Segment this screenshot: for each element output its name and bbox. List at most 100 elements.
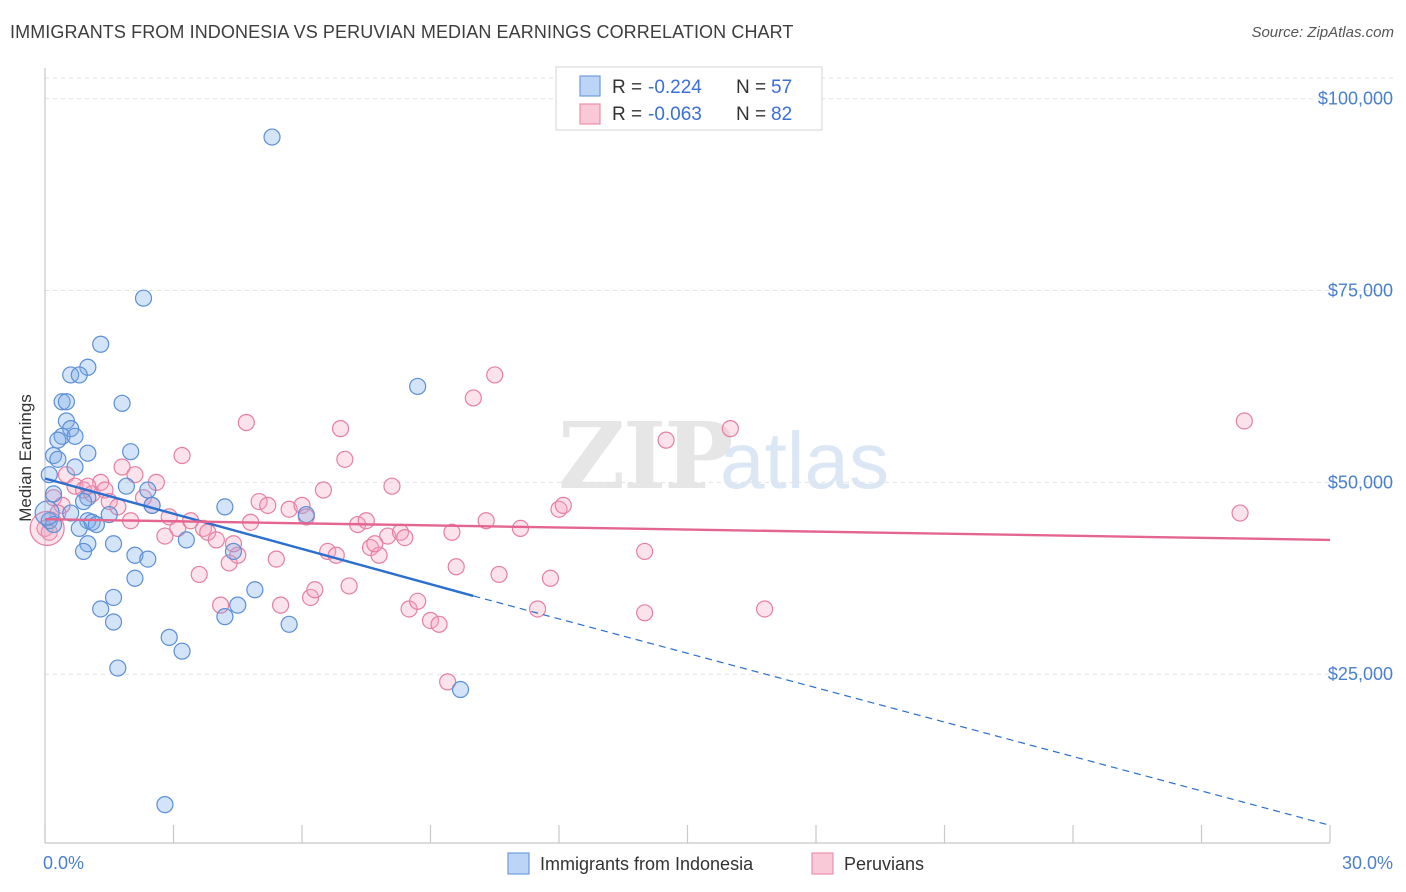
point-indonesia [70,366,88,384]
point-peruvians [357,512,375,530]
watermark-zip: ZIP [558,402,731,510]
trend-line-indonesia-extrapolated [473,595,1331,826]
y-tick-label: $75,000 [1328,281,1393,301]
point-peruvians [409,592,427,610]
y-axis-label: Median Earnings [16,394,35,522]
y-tick-label: $100,000 [1318,89,1393,109]
point-peruvians [554,496,572,514]
chart-title: IMMIGRANTS FROM INDONESIA VS PERUVIAN ME… [10,22,794,42]
y-tick-label: $25,000 [1328,664,1393,684]
point-indonesia [109,659,127,677]
point-indonesia [224,542,243,561]
point-indonesia [44,485,63,503]
point-indonesia [126,546,144,564]
watermark-atlas: atlas [720,416,889,505]
legend-bottom-swatch-indonesia [507,852,530,875]
point-peruvians [430,615,448,633]
point-indonesia [57,393,76,411]
legend-r-label-2: R = [612,104,642,125]
point-indonesia [113,394,131,412]
point-indonesia [100,505,118,524]
point-peruvians [314,481,333,499]
point-peruvians [280,500,298,518]
point-indonesia [280,615,298,633]
trend-line-peruvians [44,517,1331,542]
point-peruvians [379,527,397,545]
point-indonesia [173,642,191,660]
point-peruvians [250,492,268,511]
point-peruvians [721,420,739,438]
point-indonesia [451,680,470,699]
point-indonesia [122,443,140,461]
y-tick-label: $50,000 [1328,472,1393,492]
point-indonesia [177,531,195,549]
point-indonesia [104,613,123,631]
point-indonesia [104,535,123,553]
point-indonesia [246,581,264,599]
point-peruvians [259,496,277,514]
x-ticks [44,825,1331,843]
point-peruvians [113,458,131,476]
legend-n-label-1: N = [736,77,766,98]
legend-bottom-label-peruvians: Peruvians [844,854,924,874]
point-peruvians [477,512,495,530]
point-peruvians [447,558,465,576]
point-indonesia [126,569,144,587]
point-indonesia [160,628,178,646]
point-indonesia [216,608,234,626]
point-indonesia [66,427,84,445]
legend-swatch-peruvians [579,103,601,125]
trend-lines [44,477,1331,826]
point-indonesia [74,492,93,511]
point-peruvians [340,577,358,595]
point-peruvians [126,466,144,484]
point-indonesia [297,505,315,524]
point-peruvians [271,596,290,614]
point-peruvians [636,604,654,622]
point-indonesia [139,481,157,499]
point-peruvians [237,413,255,432]
legend-n-label-2: N = [736,104,766,125]
y-tick-labels: $25,000 $50,000 $75,000 $100,000 [1318,89,1393,684]
point-peruvians [396,529,414,547]
point-indonesia [79,444,97,462]
point-indonesia [229,596,247,614]
point-peruvians [657,431,675,449]
trend-line-indonesia [44,477,474,598]
point-peruvians [421,611,440,630]
point-peruvians [541,569,560,587]
point-indonesia [263,128,281,146]
point-peruvians [443,523,461,541]
point-peruvians [336,450,354,468]
legend-n-value-2: 82 [771,104,792,125]
point-indonesia [92,335,110,353]
point-peruvians [190,565,208,584]
point-peruvians [383,477,401,495]
point-indonesia [62,504,80,522]
point-indonesia [117,477,135,495]
point-indonesia-large [34,500,60,526]
point-indonesia [74,542,93,561]
point-indonesia [409,377,427,396]
point-peruvians [636,542,654,561]
x-tick-label-max: 30.0% [1342,853,1393,873]
point-indonesia [92,600,110,618]
point-indonesia [53,393,71,411]
legend-r-label-1: R = [612,77,642,98]
point-peruvians [486,366,504,384]
legend-bottom-label-indonesia: Immigrants from Indonesia [540,854,754,874]
point-peruvians [156,527,174,545]
point-peruvians [173,446,191,465]
x-tick-label-min: 0.0% [43,853,84,873]
point-indonesia [156,796,174,814]
point-peruvians [464,389,482,407]
gridlines [45,77,1393,675]
point-indonesia [49,450,67,468]
legend-r-value-1: -0.224 [648,77,702,98]
legend-swatch-indonesia [579,75,601,97]
point-peruvians [528,600,547,618]
series-indonesia-points [34,128,470,814]
point-peruvians [1235,412,1253,430]
point-peruvians [207,531,225,549]
